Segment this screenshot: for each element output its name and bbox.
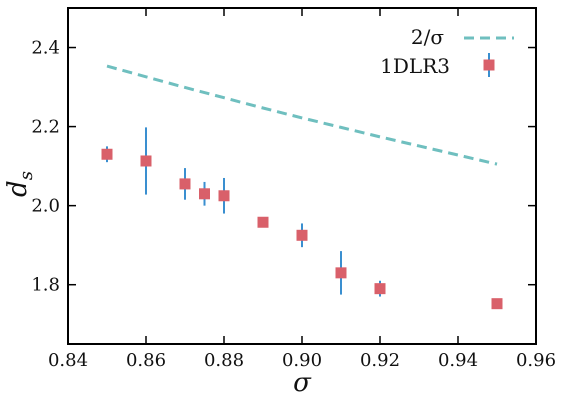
data-point — [296, 229, 308, 241]
data-point — [179, 178, 191, 190]
data-point — [101, 148, 113, 160]
plot-frame — [67, 7, 537, 345]
y-tick-label: 1.8 — [31, 275, 60, 296]
axis-ticks: 0.84 0.86 0.88 0.90 0.92 0.94 0.96 1.8 2.0 2.2 2.4 — [31, 8, 556, 371]
x-tick-label: 0.90 — [282, 350, 322, 371]
data-point — [491, 298, 503, 310]
data-point — [140, 155, 152, 167]
y-tick-label: 2.2 — [31, 117, 60, 138]
x-tick-label: 0.94 — [438, 350, 478, 371]
legend: 2/σ 1DLR3 — [380, 25, 514, 78]
data-point — [199, 188, 210, 200]
x-tick-label: 0.86 — [126, 350, 166, 371]
plot-area — [101, 64, 503, 310]
y-tick-label: 2.4 — [31, 38, 60, 59]
x-tick-label: 0.96 — [516, 350, 556, 371]
x-tick-label: 0.88 — [204, 350, 244, 371]
y-tick-label: 2.0 — [31, 196, 60, 217]
legend-label-1dlr3: 1DLR3 — [380, 54, 450, 78]
x-axis-label: σ — [293, 368, 312, 398]
x-tick-label: 0.92 — [360, 350, 400, 371]
data-point — [257, 216, 269, 228]
legend-label-2-over-sigma: 2/σ — [411, 25, 444, 49]
data-point — [374, 283, 386, 295]
x-tick-label: 0.84 — [48, 350, 88, 371]
legend-swatch-marker — [483, 59, 495, 71]
data-point — [335, 267, 347, 279]
series-line-2-over-sigma — [106, 64, 498, 166]
y-axis-label: ds — [3, 171, 37, 197]
data-point — [218, 190, 230, 202]
